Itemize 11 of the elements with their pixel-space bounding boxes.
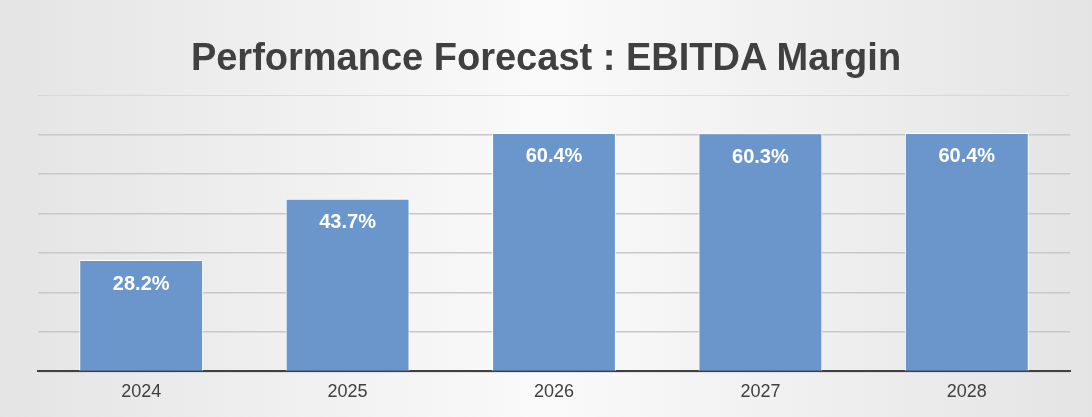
x-tick-label: 2024 (121, 381, 162, 402)
x-tick-label: 2028 (946, 381, 987, 402)
data-label: 43.7% (319, 210, 377, 233)
data-label: 28.2% (112, 271, 170, 294)
data-label: 60.4% (938, 144, 996, 167)
chart-title: Performance Forecast : EBITDA Margin (189, 36, 903, 79)
x-tick-label: 2027 (740, 381, 781, 402)
data-label: 60.4% (525, 144, 583, 167)
data-label: 60.3% (732, 144, 789, 167)
x-tick-label: 2026 (533, 381, 575, 402)
x-tick-label: 2025 (327, 381, 368, 402)
